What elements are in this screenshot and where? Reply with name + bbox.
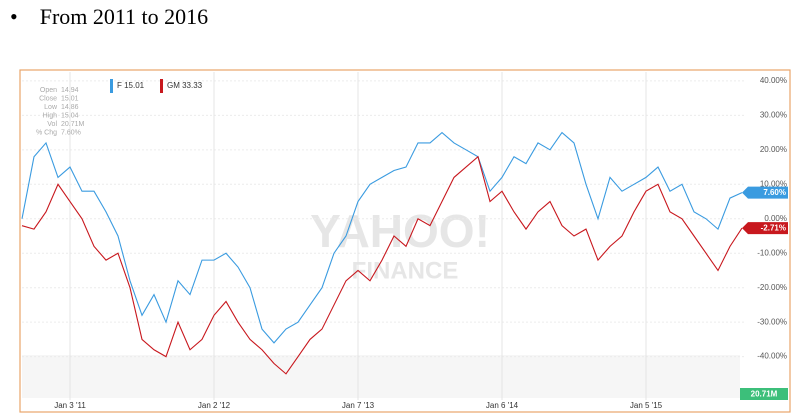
y-tick-label: -10.00%	[757, 248, 787, 257]
legend-label: F 15.01	[117, 81, 145, 90]
info-value: 14.94	[61, 87, 79, 94]
y-tick-label: 40.00%	[760, 76, 787, 85]
bullet-text: From 2011 to 2016	[39, 4, 209, 29]
y-tick-label: -40.00%	[757, 352, 787, 361]
legend-label: GM 33.33	[167, 81, 203, 90]
y-tick-label: 30.00%	[760, 110, 787, 119]
x-tick-label: Jan 5 '15	[630, 401, 663, 410]
end-label: 7.60%	[763, 188, 786, 197]
x-tick-label: Jan 7 '13	[342, 401, 375, 410]
y-tick-label: -20.00%	[757, 283, 787, 292]
info-value: 15.01	[61, 95, 79, 102]
end-tag	[742, 222, 788, 235]
info-value: 15.04	[61, 112, 79, 119]
legend-swatch	[110, 79, 113, 93]
series-line	[21, 155, 743, 375]
info-key: Vol	[47, 121, 57, 128]
end-label: -2.71%	[761, 224, 786, 233]
info-key: High	[43, 112, 58, 119]
info-value: 20.71M	[61, 121, 85, 128]
x-tick-label: Jan 6 '14	[486, 401, 519, 410]
info-value: 14.86	[61, 104, 79, 111]
info-key: % Chg	[36, 129, 57, 136]
volume-area	[22, 355, 740, 398]
x-tick-label: Jan 3 '11	[54, 401, 86, 410]
y-tick-label: 10.00%	[760, 179, 787, 188]
x-tick-label: Jan 2 '12	[198, 401, 231, 410]
watermark: YAHOO!	[310, 205, 490, 257]
end-tag	[742, 186, 788, 199]
y-tick-label: -30.00%	[757, 317, 787, 326]
y-tick-label: 20.00%	[760, 145, 787, 154]
watermark: FINANCE	[352, 257, 459, 284]
legend-swatch	[160, 79, 163, 93]
volume-label: 20.71M	[751, 390, 778, 399]
info-key: Close	[39, 95, 57, 102]
info-key: Open	[40, 87, 57, 94]
series-line	[21, 131, 743, 344]
info-key: Low	[44, 104, 58, 111]
info-value: 7.60%	[61, 129, 81, 136]
y-tick-label: 0.00%	[764, 214, 787, 223]
volume-tag	[740, 388, 788, 400]
bullet: • From 2011 to 2016	[10, 4, 209, 29]
